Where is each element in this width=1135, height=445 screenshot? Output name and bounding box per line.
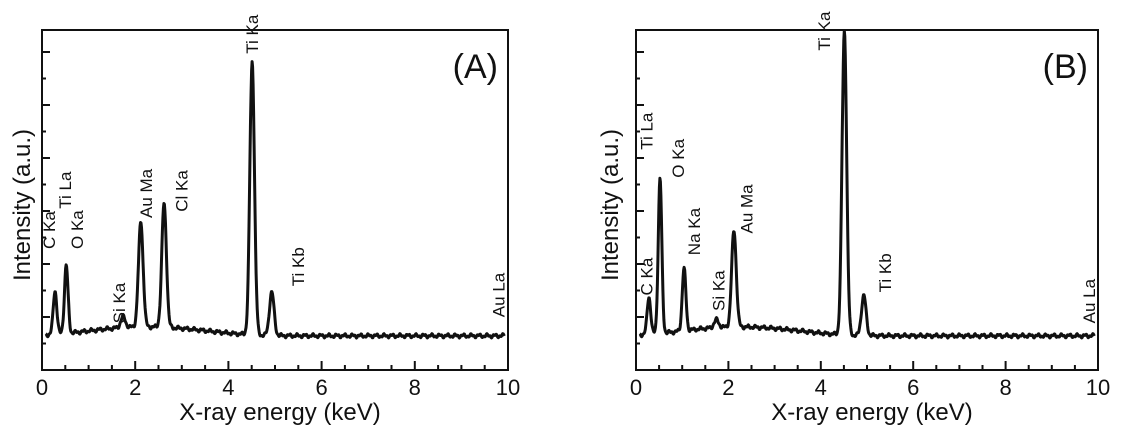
x-tick-label: 0 xyxy=(36,375,48,400)
x-tick-label: 8 xyxy=(409,375,421,400)
x-tick-label: 10 xyxy=(1086,375,1110,400)
panel-b: 0 2 4 6 8 10 X-ray energy (keV) Intensity (a.u.… xyxy=(597,11,1110,426)
peak-label: Na Ka xyxy=(685,207,704,255)
peak-label: Au Ma xyxy=(737,184,756,234)
peak-label: O Ka xyxy=(68,210,87,249)
x-axis-title: X-ray energy (keV) xyxy=(771,399,972,426)
x-tick-label: 4 xyxy=(815,375,827,400)
x-tick-label: 0 xyxy=(630,375,642,400)
panel-label: (B) xyxy=(1043,48,1088,86)
x-tick-label: 4 xyxy=(222,375,234,400)
x-tick-label: 6 xyxy=(907,375,919,400)
spectrum-line xyxy=(638,30,1096,340)
x-axis-title: X-ray energy (keV) xyxy=(179,399,380,426)
peak-label: Ti Ka xyxy=(815,11,834,51)
peak-label: Au La xyxy=(489,272,508,317)
panel-label: (A) xyxy=(453,48,498,86)
peak-label: Ti La xyxy=(56,171,75,209)
peak-label: Au Ma xyxy=(137,168,156,218)
peak-label: Ti Kb xyxy=(289,247,308,286)
panel-a: 0 2 4 6 8 10 X-ray energy (keV) Intensity (a.u.… xyxy=(9,14,520,426)
y-axis-title: Intensity (a.u.) xyxy=(9,129,36,281)
x-tick-label: 8 xyxy=(999,375,1011,400)
peak-label: C Ka xyxy=(638,257,657,295)
peak-label: Si Ka xyxy=(710,270,729,311)
x-tick-label: 2 xyxy=(129,375,141,400)
peak-label: Cl Ka xyxy=(172,170,191,212)
y-axis-title: Intensity (a.u.) xyxy=(597,129,624,281)
peak-label: C Ka xyxy=(40,211,59,249)
spectrum-line xyxy=(44,60,506,340)
peak-label: Si Ka xyxy=(110,282,129,323)
peak-label: Ti Ka xyxy=(243,14,262,54)
x-tick-label: 2 xyxy=(722,375,734,400)
peak-label: Au La xyxy=(1080,278,1099,323)
peak-label: Ti La xyxy=(638,112,657,150)
x-tick-label: 6 xyxy=(315,375,327,400)
peak-label: O Ka xyxy=(669,138,688,177)
x-tick-label: 10 xyxy=(496,375,520,400)
peak-label: Ti Kb xyxy=(876,253,895,292)
